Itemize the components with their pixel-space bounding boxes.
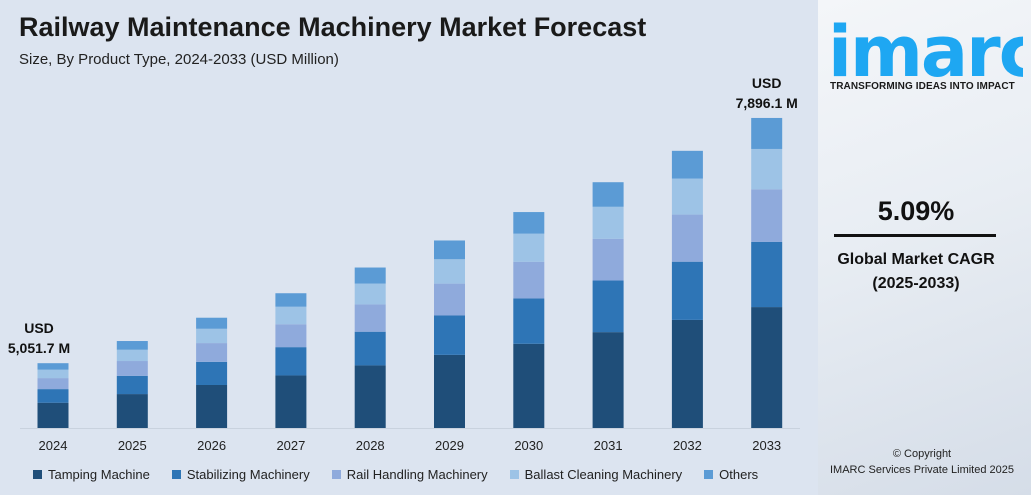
x-tick-label: 2031: [594, 438, 623, 453]
info-panel: imarc TRANSFORMING IDEAS INTO IMPACT 5.0…: [818, 0, 1031, 495]
bar-segment-rail-handling-machinery-2032: [671, 214, 703, 262]
bar-segment-ballast-cleaning-machinery-2025: [116, 349, 148, 362]
legend-swatch: [509, 470, 519, 479]
legend: Tamping Machine Stabilizing Machinery Rail…: [33, 467, 780, 482]
total-annotation-line1: USD: [752, 75, 782, 91]
bar-segment-ballast-cleaning-machinery-2024: [37, 369, 69, 379]
x-tick-label: 2030: [514, 438, 543, 453]
bar-segment-tamping-machine-2025: [116, 394, 148, 428]
legend-item: Tamping Machine: [33, 467, 150, 482]
legend-item: Ballast Cleaning Machinery: [509, 467, 683, 482]
legend-item: Stabilizing Machinery: [171, 467, 310, 482]
chart-panel: Railway Maintenance Machinery Market For…: [7, 12, 800, 482]
bar-segment-stabilizing-machinery-2030: [513, 298, 545, 344]
bar-segment-others-2027: [275, 293, 307, 307]
bar-segment-ballast-cleaning-machinery-2033: [751, 148, 783, 190]
x-tick-label: 2028: [356, 438, 385, 453]
bar-segment-tamping-machine-2033: [751, 307, 783, 428]
x-tick-label: 2027: [276, 438, 305, 453]
bar-segment-others-2026: [196, 317, 228, 329]
bar-segment-stabilizing-machinery-2027: [275, 347, 307, 376]
bar-segment-rail-handling-machinery-2033: [751, 189, 783, 242]
copyright-line2: IMARC Services Private Limited 2025: [829, 464, 1014, 476]
x-tick-label: 2029: [435, 438, 464, 453]
bar-segment-tamping-machine-2027: [275, 375, 307, 428]
total-annotation-line2: 7,896.1 M: [736, 95, 798, 111]
brand-tagline: TRANSFORMING IDEAS INTO IMPACT: [830, 81, 1015, 92]
x-tick-label: 2024: [39, 438, 68, 453]
bar-segment-tamping-machine-2024: [37, 402, 69, 428]
x-tick-label: 2025: [118, 438, 147, 453]
bar-segment-rail-handling-machinery-2031: [592, 238, 624, 281]
bar-segment-stabilizing-machinery-2032: [671, 261, 703, 320]
cagr-value: 5.09%: [877, 196, 955, 226]
legend-swatch: [171, 470, 181, 479]
bar-segment-ballast-cleaning-machinery-2029: [434, 259, 465, 284]
bar-segment-stabilizing-machinery-2026: [196, 361, 228, 385]
bar-segment-rail-handling-machinery-2025: [116, 361, 148, 376]
legend-swatch: [331, 470, 341, 479]
bar-segment-stabilizing-machinery-2024: [37, 389, 69, 403]
bar-segment-tamping-machine-2031: [592, 332, 624, 428]
bar-segment-others-2025: [116, 341, 148, 350]
bar-segment-others-2033: [751, 117, 783, 149]
bar-segment-ballast-cleaning-machinery-2026: [196, 328, 228, 344]
bar-segment-others-2029: [434, 240, 465, 260]
bar-segment-tamping-machine-2032: [671, 319, 703, 428]
bar-segment-ballast-cleaning-machinery-2032: [671, 178, 703, 215]
bar-segment-others-2031: [592, 182, 624, 207]
legend-swatch: [704, 470, 714, 479]
bar-segment-ballast-cleaning-machinery-2028: [354, 283, 386, 305]
cagr-label-line2: (2025-2033): [872, 275, 960, 292]
bar-segment-stabilizing-machinery-2029: [434, 315, 465, 355]
bar-segment-ballast-cleaning-machinery-2030: [513, 233, 545, 262]
imarc-logo: imarc: [828, 11, 1023, 82]
bar-segment-ballast-cleaning-machinery-2031: [592, 206, 624, 239]
bar-segment-rail-handling-machinery-2026: [196, 343, 228, 362]
bar-segment-ballast-cleaning-machinery-2027: [275, 306, 307, 325]
legend-label: Rail Handling Machinery: [346, 467, 488, 482]
legend-swatch: [33, 470, 42, 479]
copyright-line1: © Copyright: [892, 448, 952, 460]
chart-title: Railway Maintenance Machinery Market For…: [19, 12, 647, 42]
legend-item: Rail Handling Machinery: [331, 467, 488, 482]
bar-segment-tamping-machine-2029: [434, 354, 465, 428]
bar-segment-others-2024: [37, 363, 69, 370]
bar-segment-rail-handling-machinery-2028: [354, 304, 386, 332]
bar-segment-others-2030: [513, 212, 545, 234]
bar-segment-others-2028: [354, 267, 386, 284]
bar-segment-stabilizing-machinery-2033: [751, 241, 783, 308]
cagr-label-line1: Global Market CAGR: [837, 251, 995, 268]
bar-segment-others-2032: [671, 150, 703, 179]
legend-label: Stabilizing Machinery: [186, 467, 310, 482]
bar-segment-rail-handling-machinery-2029: [434, 283, 465, 316]
total-annotation-line2: 5,051.7 M: [8, 340, 70, 356]
bar-segment-tamping-machine-2030: [513, 343, 545, 428]
legend-label: Tamping Machine: [48, 467, 150, 482]
divider: [834, 234, 996, 237]
bar-segment-rail-handling-machinery-2024: [37, 378, 69, 390]
copyright: © Copyright IMARC Services Private Limit…: [818, 446, 1026, 478]
legend-label: Ballast Cleaning Machinery: [524, 467, 683, 482]
stacked-bar-chart: 2024 USD 5,051.7 M 2025 2026 2027 2028 2029 2030…: [8, 75, 800, 453]
total-annotation-line1: USD: [24, 320, 54, 336]
x-tick-label: 2026: [197, 438, 226, 453]
bar-segment-rail-handling-machinery-2030: [513, 261, 545, 299]
bar-segment-tamping-machine-2026: [196, 384, 228, 428]
x-tick-label: 2032: [673, 438, 702, 453]
legend-label: Others: [719, 467, 759, 482]
legend-item: Others: [704, 467, 758, 482]
bar-segment-rail-handling-machinery-2027: [275, 324, 307, 348]
chart-subtitle: Size, By Product Type, 2024-2033 (USD Mi…: [19, 51, 339, 68]
bar-segment-tamping-machine-2028: [354, 365, 386, 428]
bar-segment-stabilizing-machinery-2028: [354, 331, 386, 366]
cagr-label: Global Market CAGR (2025-2033): [818, 248, 1014, 296]
bar-segment-stabilizing-machinery-2031: [592, 280, 624, 333]
x-tick-label: 2033: [752, 438, 781, 453]
bar-segment-stabilizing-machinery-2025: [116, 375, 148, 395]
svg-text:imarc: imarc: [828, 11, 1023, 82]
